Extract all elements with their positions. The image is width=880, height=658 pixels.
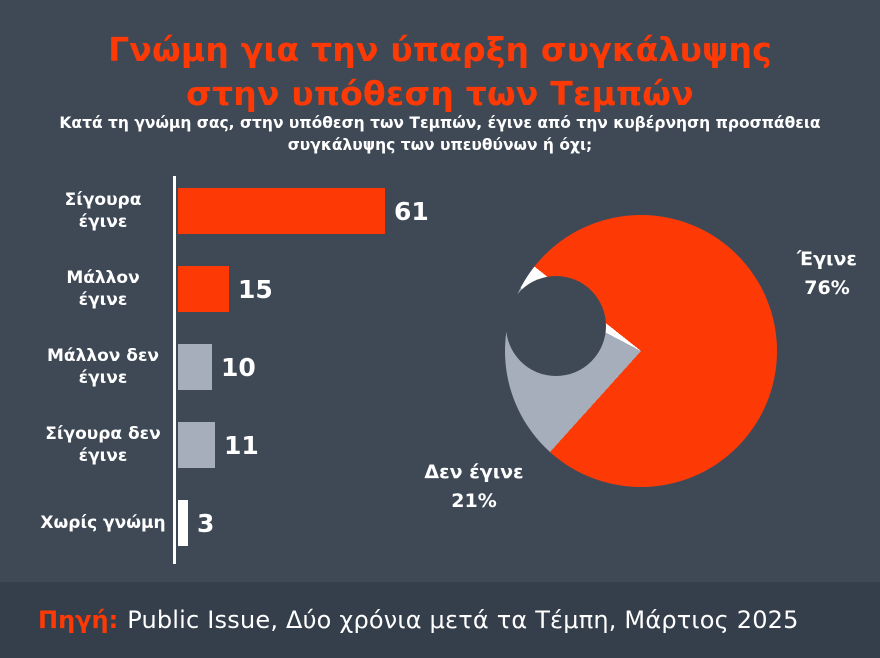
title-line-2: στην υπόθεση των Τεμπών [186,73,694,113]
donut-label-egine: Έγινε 76% [772,245,880,302]
bar [178,500,188,546]
subtitle: Κατά τη γνώμη σας, στην υπόθεση των Τεμπ… [20,112,860,157]
source-text: Public Issue, Δύο χρόνια μετά τα Τέμπη, … [127,606,799,634]
bar-row: Χωρίς γνώμη 3 [40,484,480,562]
bar-value-label: 15 [238,274,273,304]
donut-chart: Έγινε 76% Δεν έγινε 21% [420,190,880,570]
bar-track: 61 [166,188,480,234]
bar-row: Σίγουρα έγινε 61 [40,172,480,250]
donut-hole [506,276,606,376]
bar-value-label: 61 [394,196,429,226]
bar-category-label: Μάλλον έγινε [66,267,140,310]
donut-label-egine-pct: 76% [804,276,850,299]
bar-row: Μάλλον δεν έγινε 10 [40,328,480,406]
donut-label-den-egine: Δεν έγινε 21% [414,458,534,515]
title-line-1: Γνώμη για την ύπαρξη συγκάλυψης [108,30,772,70]
bar [178,422,215,468]
bar-row: Σίγουρα δεν έγινε 11 [40,406,480,484]
bar-chart: Σίγουρα έγινε 61 Μάλλον έγινε 15 Μάλλον … [40,172,480,570]
bar-category-label: Σίγουρα έγινε [64,189,142,232]
bar-category-label: Μάλλον δεν έγινε [46,345,159,388]
subtitle-line-1: Κατά τη γνώμη σας, στην υπόθεση των Τεμπ… [59,114,821,132]
source-label: Πηγή: [38,606,119,634]
bar [178,188,385,234]
bar [178,344,212,390]
donut-label-egine-text: Έγινε [797,248,857,270]
bar-axis-line [173,176,176,564]
bar [178,266,229,312]
subtitle-line-2: συγκάλυψης των υπευθύνων ή όχι; [287,136,593,155]
page-title: Γνώμη για την ύπαρξη συγκάλυψης στην υπό… [0,28,880,115]
bar-track: 11 [166,422,480,468]
donut-label-den-egine-pct: 21% [451,489,497,512]
bar-category-label: Σίγουρα δεν έγινε [45,423,161,466]
bar-row: Μάλλον έγινε 15 [40,250,480,328]
bar-track: 3 [166,500,480,546]
donut-label-den-egine-text: Δεν έγινε [424,461,524,483]
bar-category-label: Χωρίς γνώμη [40,512,166,533]
bar-value-label: 3 [197,508,215,538]
bar-track: 10 [166,344,480,390]
bar-track: 15 [166,266,480,312]
bar-rows: Σίγουρα έγινε 61 Μάλλον έγινε 15 Μάλλον … [40,172,480,570]
bar-value-label: 10 [221,352,256,382]
bar-value-label: 11 [224,430,259,460]
source-footer: Πηγή: Public Issue, Δύο χρόνια μετά τα Τ… [0,582,880,658]
